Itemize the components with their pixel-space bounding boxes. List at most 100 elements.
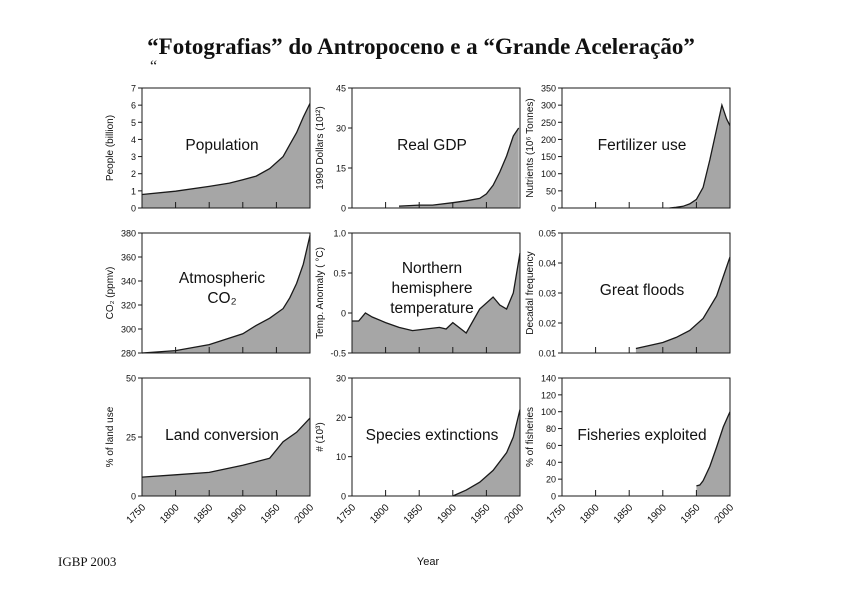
y-tick-label: 360 (121, 253, 136, 263)
y-axis-label: Nutrients (10⁶ Tonnes) (525, 98, 536, 198)
data-point (479, 308, 480, 309)
data-point (269, 458, 270, 459)
data-point (493, 470, 494, 471)
y-tick-label: 20 (546, 475, 556, 485)
plot-frame (561, 377, 731, 497)
series-area (142, 103, 310, 208)
y-tick-label: 340 (121, 277, 136, 287)
y-tick-label: 150 (541, 152, 556, 162)
data-point (493, 185, 494, 186)
y-tick-label: 0.05 (538, 229, 556, 239)
data-point (699, 484, 700, 485)
x-tick-label: 1950 (259, 502, 283, 526)
panel-label: temperature (390, 300, 474, 317)
y-tick-label: 0 (341, 492, 346, 502)
y-tick-label: 4 (131, 135, 136, 145)
y-tick-label: 140 (541, 374, 556, 384)
chart-panel: 0 50 100 150 200 250 300 350 Nutrients (10⁶ Tonn… (525, 84, 731, 214)
data-point (682, 206, 683, 207)
chart-panel: 0.01 0.02 0.03 0.04 0.05 Decadal frequency Gre… (525, 229, 731, 359)
x-tick-label: 1750 (545, 502, 569, 526)
x-tick-label: 1800 (158, 502, 182, 526)
y-tick-label: 0.02 (538, 319, 556, 329)
data-point (289, 297, 290, 298)
y-tick-label: 280 (121, 349, 136, 359)
data-point (499, 171, 500, 172)
chart-panel: 0 10 20 30 # (10³) Species extinctions 1750 180… (315, 374, 526, 526)
data-point (175, 474, 176, 475)
data-point (398, 327, 399, 328)
data-point (493, 296, 494, 297)
chart-panel: 0 25 50 % of land use Land conversion 1750 180… (105, 374, 316, 526)
data-point (696, 199, 697, 200)
data-point (452, 322, 453, 323)
y-axis-label: CO₂ (ppmv) (105, 267, 116, 320)
data-point (721, 105, 722, 106)
data-point (242, 333, 243, 334)
y-tick-label: 3 (131, 152, 136, 162)
panel-label: Fisheries exploited (577, 427, 706, 444)
series-line (141, 417, 311, 478)
panel-label: Species extinctions (366, 427, 499, 444)
series-area (399, 128, 519, 208)
y-tick-label: 350 (541, 84, 556, 94)
chart-panel: 280 300 320 340 360 380 CO₂ (ppmv) Atmospheric C… (105, 229, 311, 359)
panel-label: Atmospheric (179, 270, 265, 287)
data-point (229, 183, 230, 184)
data-point (499, 304, 500, 305)
y-tick-label: 2 (131, 169, 136, 179)
y-tick-label: 380 (121, 229, 136, 239)
x-tick-label: 1750 (125, 502, 149, 526)
y-tick-label: 50 (126, 374, 136, 384)
data-point (726, 118, 727, 119)
data-point (439, 327, 440, 328)
data-point (676, 337, 677, 338)
x-tick-label: 1800 (368, 502, 392, 526)
y-tick-label: 15 (336, 164, 346, 174)
data-point (709, 159, 710, 160)
y-tick-label: 60 (546, 441, 556, 451)
data-point (513, 436, 514, 437)
chart-panel: 0 15 30 45 1990 Dollars (10¹²) Real GDP (315, 84, 521, 214)
plot-frame (141, 232, 311, 354)
data-point (479, 198, 480, 199)
plot-frame (141, 87, 311, 209)
x-tick-label: 1900 (645, 502, 669, 526)
data-point (703, 318, 704, 319)
y-tick-label: 0.5 (333, 269, 346, 279)
panel-label: Population (185, 137, 258, 154)
data-point (716, 295, 717, 296)
y-axis-label: Temp. Anomaly ( °C) (315, 247, 326, 339)
data-point (689, 330, 690, 331)
x-tick-label: 1750 (335, 502, 359, 526)
y-axis-label: 1990 Dollars (10¹²) (315, 106, 326, 189)
data-point (703, 480, 704, 481)
series-line (452, 409, 521, 497)
data-point (283, 308, 284, 309)
data-point (398, 206, 399, 207)
panel-label: Real GDP (397, 137, 467, 154)
page-title: “Fotografias” do Antropoceno e a “Grande… (147, 34, 695, 59)
data-point (689, 203, 690, 204)
data-point (703, 187, 704, 188)
y-tick-label: 100 (541, 169, 556, 179)
data-point (412, 330, 413, 331)
x-tick-label: 1850 (192, 502, 216, 526)
y-tick-label: 80 (546, 424, 556, 434)
series-area (669, 105, 730, 208)
data-point (709, 466, 710, 467)
source-note: IGBP 2003 (58, 554, 117, 569)
chart-panel: 0 1 2 3 4 5 6 7 People (billion) Population (105, 84, 311, 214)
data-point (723, 426, 724, 427)
series-line (635, 256, 731, 350)
data-point (242, 465, 243, 466)
data-point (716, 129, 717, 130)
y-tick-label: 20 (336, 413, 346, 423)
series-area (452, 409, 520, 496)
x-tick-label: 1850 (612, 502, 636, 526)
series-line (352, 252, 521, 334)
y-tick-label: 7 (131, 84, 136, 94)
y-axis-label: # (10³) (315, 422, 326, 451)
y-tick-label: 100 (541, 407, 556, 417)
